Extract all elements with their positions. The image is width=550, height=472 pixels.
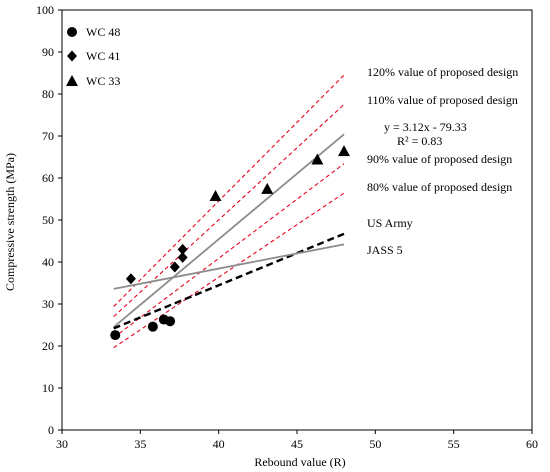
y-tick-label: 70 (42, 129, 54, 143)
y-tick-label: 30 (42, 297, 54, 311)
trend-lines (113, 74, 345, 349)
y-tick-label: 90 (42, 45, 54, 59)
legend: WC 48 WC 41 WC 33 (66, 25, 120, 88)
legend-label: WC 48 (86, 25, 120, 39)
triangle-marker (311, 153, 324, 165)
legend-label: WC 33 (86, 74, 120, 88)
y-tick-label: 80 (42, 87, 54, 101)
annotation-usarmy: US Army (367, 216, 413, 230)
diamond-marker (67, 50, 77, 62)
line-usarmy (113, 232, 345, 330)
annotation-regression-r2: R² = 0.83 (397, 134, 442, 148)
y-tick-label: 60 (42, 171, 54, 185)
annotation-regression: y = 3.12x - 79.33 (384, 120, 467, 134)
annotation-p120: 120% value of proposed design (367, 65, 518, 79)
x-tick-label: 55 (448, 437, 460, 451)
x-tick-label: 30 (56, 437, 68, 451)
y-tick-label: 0 (48, 423, 54, 437)
x-axis-title: Rebound value (R) (254, 455, 345, 469)
diamond-marker (177, 243, 188, 255)
circle-marker (165, 316, 176, 327)
triangle-marker (261, 182, 274, 194)
y-tick-label: 40 (42, 255, 54, 269)
line-p80 (113, 192, 345, 349)
annotation-p80: 80% value of proposed design (367, 180, 512, 194)
line-p120 (113, 74, 345, 307)
axis-ticks: 30 35 40 45 50 55 60 0 10 20 30 40 50 60 70 80 90 100 (36, 3, 538, 451)
annotation-jass5: JASS 5 (367, 243, 403, 257)
x-tick-label: 50 (369, 437, 381, 451)
y-axis-title: Compressive strength (MPa) (3, 153, 17, 291)
x-tick-label: 40 (213, 437, 225, 451)
x-tick-label: 35 (134, 437, 146, 451)
triangle-marker (338, 145, 350, 157)
y-tick-label: 50 (42, 213, 54, 227)
circle-marker (110, 330, 121, 341)
line-p90 (113, 163, 345, 339)
data-points (110, 145, 350, 341)
legend-label: WC 41 (86, 49, 120, 63)
triangle-marker (209, 190, 222, 202)
annotation-p90: 90% value of proposed design (367, 152, 512, 166)
diamond-marker (177, 251, 188, 263)
circle-marker (147, 321, 158, 332)
line-jass5 (113, 243, 345, 290)
y-tick-label: 100 (36, 3, 54, 17)
line-regression (113, 133, 345, 328)
diamond-marker (169, 261, 180, 273)
y-tick-label: 10 (42, 381, 54, 395)
x-tick-label: 45 (291, 437, 303, 451)
x-tick-label: 60 (526, 437, 538, 451)
annotation-p110: 110% value of proposed design (367, 93, 518, 107)
circle-marker (67, 27, 77, 37)
y-tick-label: 20 (42, 339, 54, 353)
triangle-marker (66, 75, 78, 86)
diamond-marker (125, 273, 136, 285)
